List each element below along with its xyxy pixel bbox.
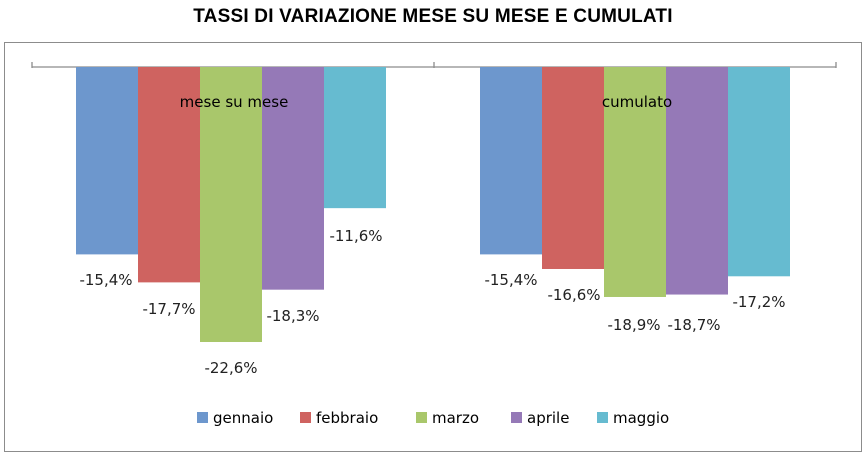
bar-marzo-mese-su-mese [200,67,262,342]
legend-swatch [300,412,311,423]
data-label: -18,9% [607,316,660,334]
legend-label: maggio [613,409,669,427]
data-label: -18,3% [266,307,319,325]
bar-marzo-cumulato [604,67,666,297]
chart-title: TASSI DI VARIAZIONE MESE SU MESE E CUMUL… [193,6,673,27]
chart-frame [4,42,862,452]
data-label: -11,6% [329,227,382,245]
category-label: cumulato [602,93,672,111]
data-label: -17,2% [732,293,785,311]
bar-maggio-cumulato [728,67,790,277]
bar-aprile-mese-su-mese [262,67,324,290]
bar-gennaio-cumulato [480,67,542,255]
category-label: mese su mese [180,93,289,111]
legend-label: marzo [432,409,479,427]
bar-febbraio-mese-su-mese [138,67,200,283]
legend-label: febbraio [316,409,378,427]
data-label: -16,6% [547,286,600,304]
legend-swatch [197,412,208,423]
legend-swatch [597,412,608,423]
legend-swatch [416,412,427,423]
data-label: -18,7% [667,316,720,334]
bar-gennaio-mese-su-mese [76,67,138,255]
bar-aprile-cumulato [666,67,728,295]
legend-swatch [511,412,522,423]
bar-febbraio-cumulato [542,67,604,269]
legend-label: gennaio [213,409,273,427]
data-label: -15,4% [484,271,537,289]
legend-label: aprile [527,409,569,427]
bar-maggio-mese-su-mese [324,67,386,209]
data-label: -15,4% [79,271,132,289]
data-label: -22,6% [204,359,257,377]
data-label: -17,7% [142,300,195,318]
